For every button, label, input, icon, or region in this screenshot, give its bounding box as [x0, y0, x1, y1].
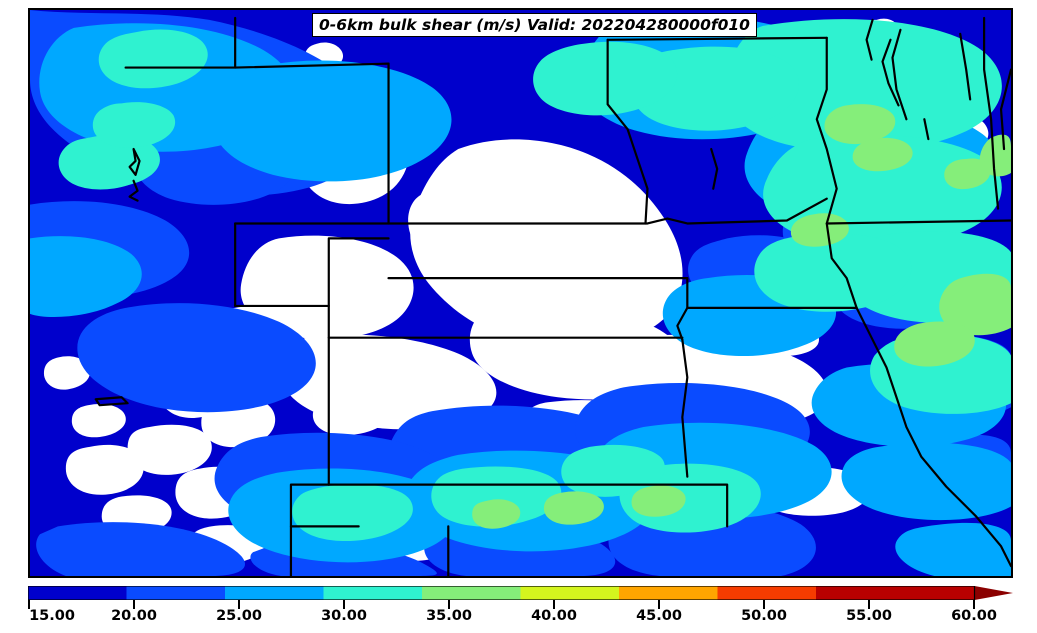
colorbar-tick-label: 55.00: [846, 608, 892, 624]
colorbar-tick: [133, 600, 135, 609]
colorbar-tick-label: 20.00: [111, 608, 157, 624]
colorbar-tick-label: 35.00: [426, 608, 472, 624]
colorbar[interactable]: [28, 586, 1013, 600]
colorbar-tick-label: 45.00: [636, 608, 682, 624]
plot-title: 0-6km bulk shear (m/s) Valid: 2022042800…: [312, 13, 757, 37]
colorbar-tick: [973, 600, 975, 609]
colorbar-tick-label: 15.00: [29, 608, 75, 624]
colorbar-tick: [658, 600, 660, 609]
colorbar-tick: [238, 600, 240, 609]
colorbar-tick-label: 30.00: [321, 608, 367, 624]
colorbar-tick: [343, 600, 345, 609]
map-plot-area[interactable]: .b1520{fill:#0000CC} .b2025{fill:#0A4BFF…: [28, 8, 1013, 578]
colorbar-tick-labels: 15.00 20.00 25.00 30.00 35.00 40.00 45.0…: [28, 608, 1013, 630]
colorbar-tick-label: 25.00: [216, 608, 262, 624]
colorbar-tick: [28, 600, 30, 609]
colorbar-tick: [868, 600, 870, 609]
colorbar-tick: [448, 600, 450, 609]
colorbar-tick-label: 50.00: [741, 608, 787, 624]
shear-contour-field: .b1520{fill:#0000CC} .b2025{fill:#0A4BFF…: [30, 10, 1011, 576]
colorbar-gradient: [28, 586, 1013, 600]
colorbar-tick: [553, 600, 555, 609]
colorbar-tick-label: 60.00: [951, 608, 997, 624]
colorbar-tick: [763, 600, 765, 609]
colorbar-tick-label: 40.00: [531, 608, 577, 624]
colorbar-tick-marks: [28, 600, 1013, 609]
